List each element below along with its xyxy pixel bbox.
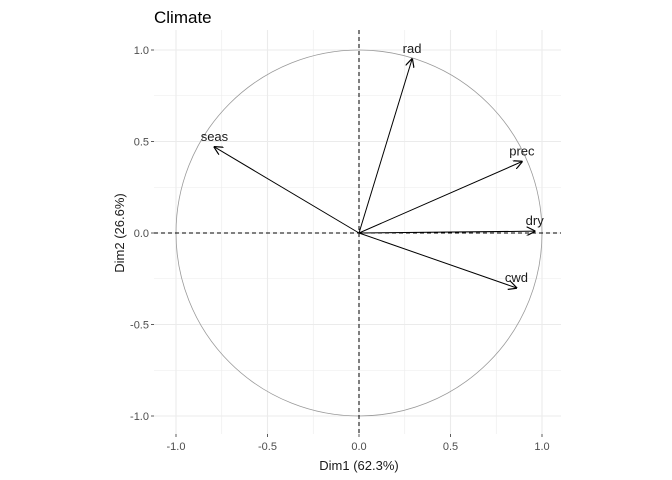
- x-axis-ticks: -1.0 -0.5 0.0 0.5 1.0: [167, 434, 550, 453]
- y-axis-ticks: -1.0 -0.5 0.0 0.5 1.0: [130, 45, 154, 423]
- variable-label-cwd: cwd: [505, 270, 528, 285]
- y-axis-title: Dim2 (26.6%): [112, 193, 127, 272]
- arrow-dry: [358, 231, 535, 233]
- variable-arrows: [214, 59, 534, 288]
- chart-title: Climate: [154, 8, 212, 27]
- reference-lines: [154, 30, 561, 434]
- y-tick-label: -0.5: [130, 320, 149, 332]
- y-tick-label: -1.0: [130, 411, 149, 423]
- y-tick-label: 1.0: [134, 45, 149, 57]
- arrow-seas: [214, 147, 360, 234]
- y-tick-label: 0.0: [134, 228, 149, 240]
- arrow-prec: [358, 162, 522, 234]
- variable-label-rad: rad: [403, 41, 422, 56]
- x-tick-label: 0.5: [443, 441, 458, 453]
- y-tick-label: 0.5: [134, 137, 149, 149]
- arrow-rad: [358, 59, 412, 234]
- variable-label-seas: seas: [201, 129, 229, 144]
- variable-label-dry: dry: [526, 213, 545, 228]
- x-axis-title: Dim1 (62.3%): [319, 458, 398, 473]
- variable-label-prec: prec: [509, 144, 535, 159]
- x-tick-label: 0.0: [351, 441, 366, 453]
- x-tick-label: -0.5: [258, 441, 277, 453]
- arrow-cwd: [358, 232, 516, 288]
- x-tick-label: 1.0: [534, 441, 549, 453]
- variable-labels: rad seas prec dry cwd: [201, 41, 545, 285]
- x-tick-label: -1.0: [167, 441, 186, 453]
